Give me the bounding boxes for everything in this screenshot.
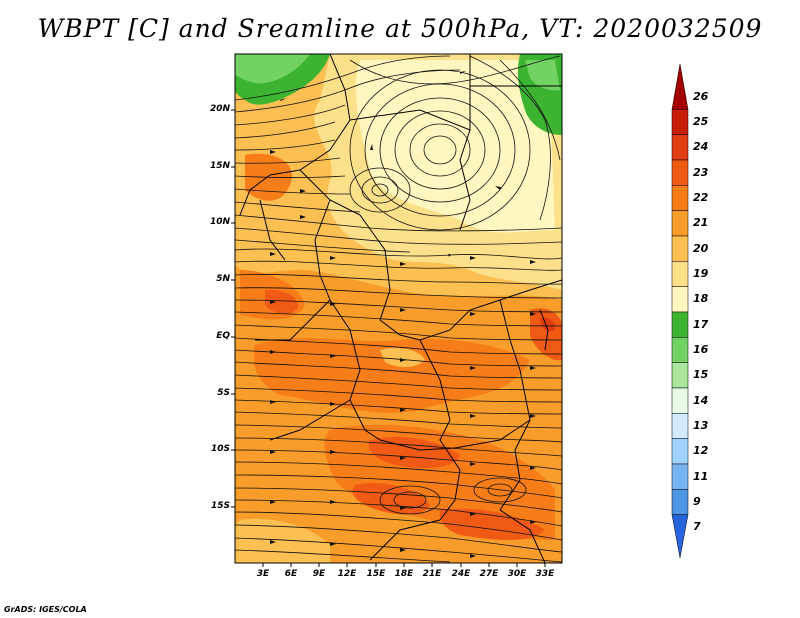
colorbar-label: 24 xyxy=(693,140,709,154)
lon-label: 21E xyxy=(422,569,442,579)
colorbar-label: 23 xyxy=(693,165,709,179)
colorbar-swatch xyxy=(671,337,689,363)
colorbar-swatch xyxy=(671,63,689,110)
colorbar-swatch xyxy=(671,109,689,135)
chart-title: WBPT [C] and Sreamline at 500hPa, VT: 20… xyxy=(37,14,763,43)
colorbar-label: 15 xyxy=(693,368,709,382)
lon-label: 33E xyxy=(535,569,555,579)
colorbar-label: 19 xyxy=(693,267,709,280)
field-20-sw xyxy=(235,518,330,563)
colorbar-swatch xyxy=(671,261,689,287)
field-23-s1 xyxy=(368,436,460,468)
field-24-ne xyxy=(540,317,556,332)
colorbar-label: 13 xyxy=(693,419,709,432)
colorbar-swatch xyxy=(671,413,689,439)
colorbar-label: 16 xyxy=(693,343,709,356)
lat-label: 15S xyxy=(210,501,230,511)
lat-label: EQ xyxy=(216,331,230,341)
map-field xyxy=(235,54,562,563)
colorbar-swatch xyxy=(671,311,689,338)
lat-label: 10N xyxy=(209,217,230,227)
colorbar-swatch xyxy=(671,489,689,515)
field-lightgreen-nw xyxy=(235,54,310,84)
lat-label: 15N xyxy=(209,161,230,171)
lon-label: 15E xyxy=(366,569,386,579)
field-20-lake xyxy=(380,348,425,367)
lat-label: 20N xyxy=(209,104,230,114)
lon-label: 9E xyxy=(312,569,326,579)
field-23-w xyxy=(265,289,299,314)
colorbar-label: 11 xyxy=(693,469,709,483)
colorbar-label: 21 xyxy=(693,216,709,230)
colorbar-label: 7 xyxy=(693,520,701,534)
axis-ticks xyxy=(231,109,546,567)
colorbar-swatch xyxy=(671,185,689,211)
lon-label: 27E xyxy=(479,569,499,579)
field-23-ne xyxy=(530,308,562,361)
colorbar-label: 22 xyxy=(693,191,709,204)
colorbar-swatch xyxy=(671,210,689,237)
lat-label: 5N xyxy=(216,274,230,284)
lon-label: 12E xyxy=(337,569,357,579)
field-22-eq xyxy=(253,338,530,413)
colorbar-swatch xyxy=(671,134,689,161)
lat-label: 10S xyxy=(210,444,230,454)
colorbar-label: 12 xyxy=(693,444,709,458)
lat-label: 5S xyxy=(217,388,230,398)
credit-text: GrADS: IGES/COLA xyxy=(4,605,87,614)
lon-label: 24E xyxy=(451,569,471,579)
country-borders xyxy=(239,54,562,563)
colorbar-swatch xyxy=(671,159,689,186)
field-23-s3 xyxy=(439,508,545,540)
map-border xyxy=(234,53,563,564)
colorbar-label: 25 xyxy=(693,115,709,128)
colorbar-label: 20 xyxy=(693,241,709,255)
colorbar-label: 26 xyxy=(693,89,709,103)
colorbar-swatch xyxy=(671,286,689,313)
colorbar-swatch xyxy=(671,514,689,559)
field-lightgreen-ne xyxy=(525,60,560,91)
colorbar-swatch xyxy=(671,235,689,262)
colorbar-swatch xyxy=(671,463,689,490)
colorbar-label: 18 xyxy=(693,292,709,306)
lon-label: 30E xyxy=(507,569,527,579)
colorbar-swatch xyxy=(671,362,689,389)
colorbar-label: 14 xyxy=(693,393,709,407)
lon-label: 18E xyxy=(394,569,414,579)
colorbar-swatch xyxy=(671,438,689,465)
colorbar-label: 9 xyxy=(693,495,701,508)
lon-label: 6E xyxy=(284,569,298,579)
colorbar-label: 17 xyxy=(693,317,709,331)
colorbar-swatch xyxy=(671,387,689,414)
lon-label: 3E xyxy=(256,569,270,579)
streamlines xyxy=(235,55,562,563)
streamline-arrows xyxy=(270,71,536,558)
